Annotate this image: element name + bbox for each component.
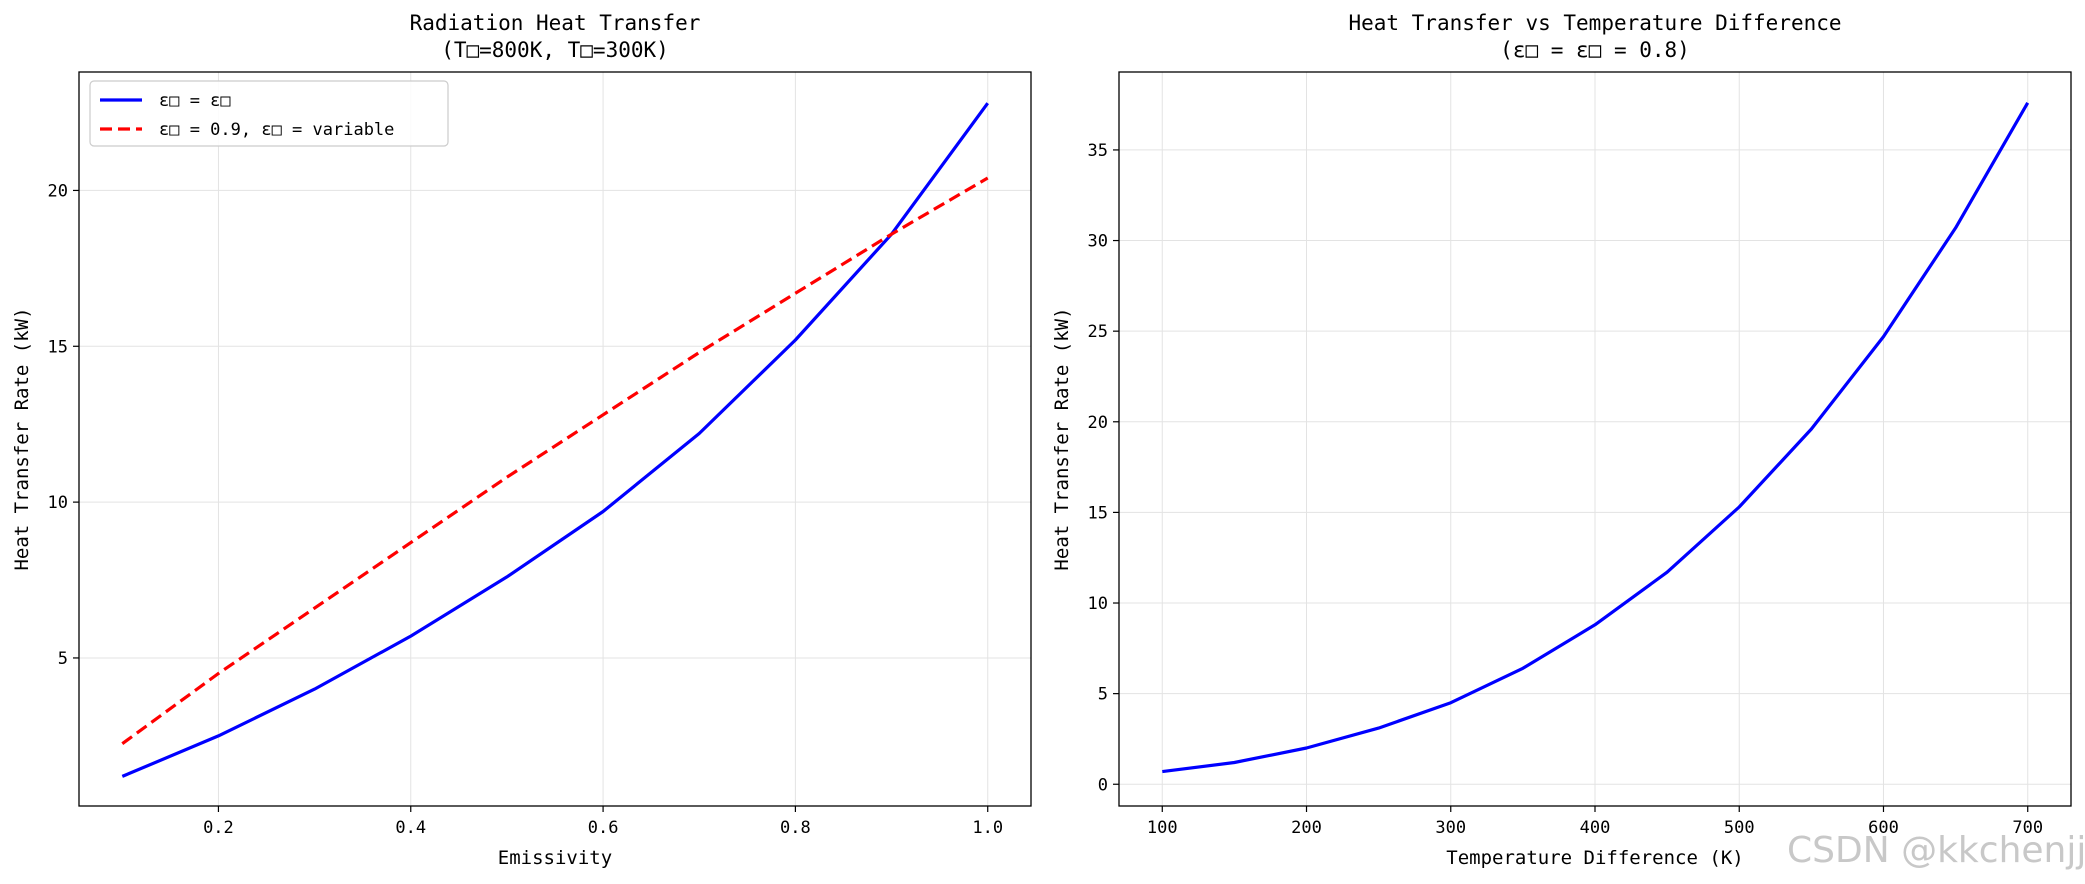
legend-box: [89, 80, 449, 147]
x-tick-label: 300: [1435, 818, 1466, 838]
y-tick-label: 35: [1088, 141, 1108, 161]
chart-title: Heat Transfer vs Temperature Difference: [1348, 11, 1841, 35]
y-tick-label: 30: [1088, 232, 1108, 252]
x-tick-label: 0.6: [588, 818, 619, 838]
y-tick-label: 20: [1088, 413, 1108, 433]
x-tick-label: 700: [2012, 818, 2043, 838]
x-tick-label: 0.4: [395, 818, 426, 838]
y-tick-label: 5: [58, 649, 68, 669]
chart-subtitle: (T□=800K, T□=300K): [441, 38, 669, 62]
legend-label-1: ε□ = ε□: [159, 91, 231, 111]
y-tick-label: 10: [48, 493, 68, 513]
x-tick-label: 500: [1724, 818, 1755, 838]
plot-frame: [78, 71, 1032, 807]
legend: ε□ = ε□ ε□ = 0.9, ε□ = variable: [89, 80, 449, 147]
x-tick-label: 100: [1147, 818, 1178, 838]
y-axis-label: Heat Transfer Rate (kW): [11, 307, 33, 570]
y-tick-label: 0: [1098, 775, 1108, 795]
x-tick-label: 0.8: [780, 818, 811, 838]
x-tick-label: 0.2: [203, 818, 234, 838]
x-tick-label: 400: [1580, 818, 1611, 838]
watermark-text: CSDN @kkchenjj: [1787, 830, 2085, 871]
series-line-2: [121, 176, 989, 745]
x-tick-label: 1.0: [972, 818, 1003, 838]
chart-panel-2: 100 200 300 400 500 600 700 0 5 10 15 20 25 30 35 Heat …: [1051, 11, 2072, 869]
x-tick-label: 200: [1291, 818, 1322, 838]
y-tick-label: 5: [1098, 685, 1108, 705]
y-tick-label: 20: [48, 181, 68, 201]
x-tick-label: 600: [1868, 818, 1899, 838]
chart-title: Radiation Heat Transfer: [410, 11, 701, 35]
x-axis-label: Temperature Difference (K): [1446, 847, 1743, 869]
y-tick-label: 15: [1088, 503, 1108, 523]
y-tick-label: 10: [1088, 594, 1108, 614]
series-line-1: [121, 102, 989, 778]
series-line-1: [1162, 102, 2030, 774]
chart-subtitle: (ε□ = ε□ = 0.8): [1500, 38, 1690, 62]
x-axis-label: Emissivity: [498, 847, 612, 869]
legend-label-2: ε□ = 0.9, ε□ = variable: [159, 120, 394, 140]
chart-panel-1: 0.2 0.4 0.6 0.8 1.0 5 10 15 20 Radiation Heat Tra…: [11, 11, 1032, 869]
y-tick-label: 25: [1088, 322, 1108, 342]
y-tick-label: 15: [48, 337, 68, 357]
y-axis-label: Heat Transfer Rate (kW): [1051, 307, 1073, 570]
